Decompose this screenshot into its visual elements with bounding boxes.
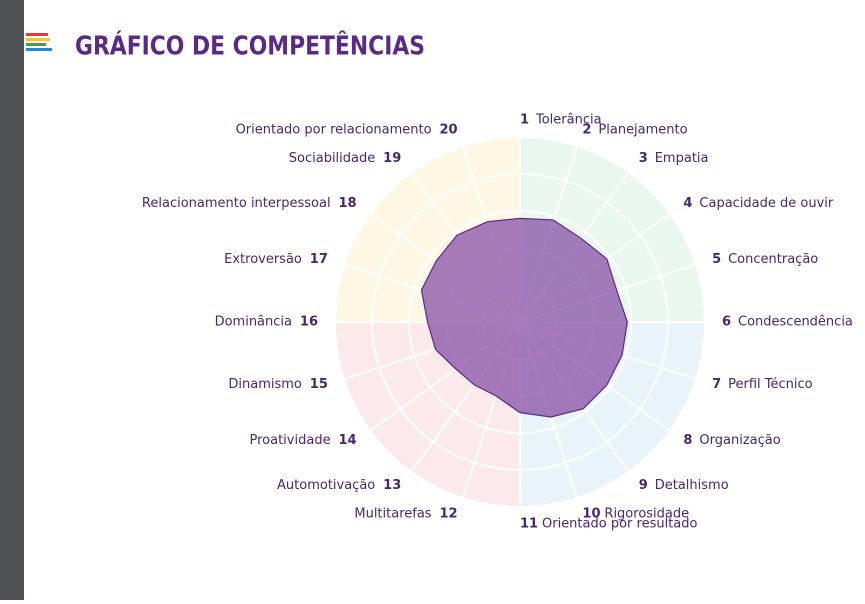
axis-number: 11 (520, 517, 538, 532)
axis-number: 6 (722, 315, 731, 330)
axis-number: 4 (683, 196, 692, 211)
axis-label: Concentração (728, 252, 818, 267)
axis-label: Empatia (655, 151, 709, 166)
axis-label: Orientado por relacionamento (236, 122, 432, 137)
axis-label: Organização (699, 433, 780, 448)
axis-number: 3 (639, 151, 648, 166)
axis-label: Extroversão (224, 252, 302, 267)
radar-chart (334, 136, 706, 508)
axis-label: Automotivação (277, 478, 375, 493)
axis-label: Rigorosidade (604, 507, 689, 522)
axis-label: Planejamento (598, 122, 687, 137)
axis-label: Multitarefas (354, 507, 431, 522)
axis-label: Dominância (215, 315, 292, 330)
axis-label: Dinamismo (228, 377, 302, 392)
axis-number: 7 (712, 377, 721, 392)
axis-label: Orientado por resultado (542, 517, 698, 532)
axis-number: 19 (383, 151, 401, 166)
sidebar (0, 0, 24, 600)
axis-number: 20 (439, 122, 457, 137)
axis-number: 10 (582, 507, 600, 522)
axis-number: 9 (639, 478, 648, 493)
axis-number: 13 (383, 478, 401, 493)
axis-label: Condescendência (738, 315, 853, 330)
axis-number: 14 (338, 433, 356, 448)
axis-label: Perfil Técnico (728, 377, 813, 392)
axis-number: 1 (520, 113, 529, 128)
axis-number: 17 (310, 252, 328, 267)
axis-label: Proatividade (250, 433, 331, 448)
axis-label: Relacionamento interpessoal (142, 196, 331, 211)
page-title: GRÁFICO DE COMPETÊNCIAS (75, 30, 425, 62)
axis-label: Detalhismo (655, 478, 729, 493)
axis-number: 16 (300, 315, 318, 330)
axis-label: Tolerância (535, 113, 602, 128)
menu-icon[interactable] (26, 33, 52, 51)
axis-number: 18 (338, 196, 356, 211)
axis-number: 12 (439, 507, 457, 522)
axis-label: Sociabilidade (289, 151, 376, 166)
axis-number: 15 (310, 377, 328, 392)
axis-number: 8 (683, 433, 692, 448)
radar-area (420, 217, 628, 418)
axis-number: 2 (582, 122, 591, 137)
axis-label: Capacidade de ouvir (699, 196, 834, 211)
axis-number: 5 (712, 252, 721, 267)
